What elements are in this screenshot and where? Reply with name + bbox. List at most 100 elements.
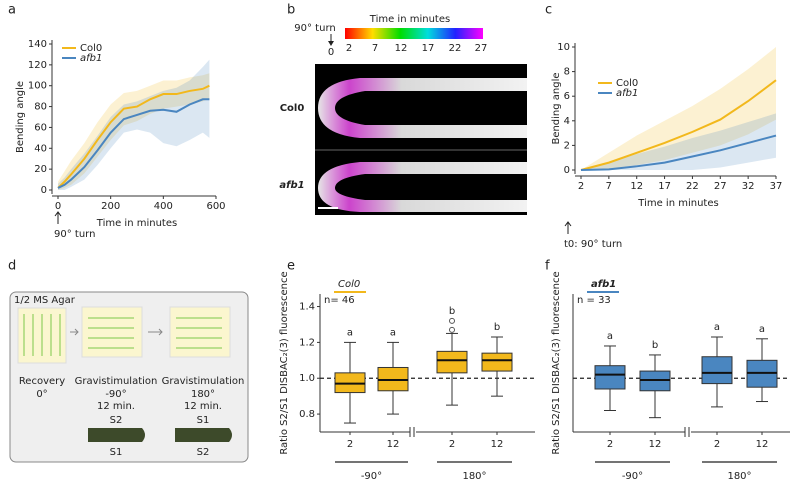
box [701,356,733,385]
x-tick-label: 2 [714,439,720,450]
plate [169,306,231,358]
arrow [70,328,163,336]
x-tick-label: 7 [606,181,612,192]
y-tick-label: 4 [564,116,570,127]
seedlings [23,314,61,356]
legend-label: afb1 [80,53,102,64]
group-label: -90° [622,471,643,482]
y-tick-label: 8 [564,67,570,78]
x-axis [320,427,535,437]
x-tick-label: 17 [658,181,671,192]
colorbar-title: Time in minutes [369,14,450,25]
root-shape [88,428,145,442]
colorbar-tick: 7 [372,43,378,54]
x-tick-label: 37 [770,181,783,192]
legend-label: Col0 [80,43,102,54]
box [481,352,513,372]
legend-label: Col0 [616,78,638,89]
group-label: -90° [361,471,382,482]
colorbar-tick: 17 [422,43,435,54]
group-label: 180° [462,471,486,482]
x-tick-label: 200 [101,201,120,212]
y-tick-label: 1.4 [299,302,315,313]
x-tick-label: 12 [756,439,769,450]
group-letter: a [759,324,765,335]
y-tick-label: 2 [564,140,570,151]
y-tick-label: 140 [28,39,47,50]
x-tick-label: 12 [387,439,400,450]
y-tick-label: 1.0 [299,373,315,384]
y-tick-label: 0 [41,185,47,196]
step-time: 12 min. [184,401,222,412]
line [580,134,777,171]
panel-label: b [287,3,295,18]
annotation: 90° turn [54,229,95,240]
band [58,59,210,191]
outlier [449,326,455,333]
x-tick-label: 2 [607,439,613,450]
x-tick-label: 2 [578,181,584,192]
panel-label: c [545,3,552,18]
y-axis-label: Ratio S2/S1 DISBAC₂(3) fluorescence [279,271,290,454]
line [57,84,210,189]
side-label: S2 [197,447,210,458]
y-tick-label: 6 [564,91,570,102]
x-tick-label: 0 [55,201,61,212]
plate [81,306,143,358]
box [594,365,626,390]
y-tick-label: 60 [34,122,47,133]
n-label: n = 33 [577,295,611,306]
group-letter: a [347,327,353,338]
group-letter: b [652,340,658,351]
x-tick-label: 22 [686,181,699,192]
x-axis-label: Time in minutes [637,198,718,209]
x-tick-label: 2 [449,439,455,450]
y-axis-label: Ratio S2/S1 DISBAC₂(3) fluorescence [551,271,562,454]
legend-label: afb1 [591,279,616,290]
turn-label: 90° turn [294,23,335,34]
colorbar [345,28,483,39]
x-tick-label: 12 [649,439,662,450]
step-angle: 0° [36,389,47,400]
y-axis-label: Bending angle [551,72,562,144]
y-tick-label: 20 [34,164,47,175]
x-tick-label: 32 [742,181,755,192]
step-angle: -90° [105,389,126,400]
panel-d: 1/2 MS Agar Recovery 0° Gravistimulation… [9,291,249,463]
x-axis-label: Time in minutes [96,218,177,229]
colorbar-tick: 2 [346,43,352,54]
x-tick-label: 600 [206,201,225,212]
root-shape [175,428,232,442]
line [57,98,210,189]
root-overlay [318,78,527,138]
legend-label: afb1 [616,88,638,99]
y-tick-label: 80 [34,102,47,113]
group-letter: a [390,327,396,338]
y-tick-label: 120 [28,60,47,71]
annotation-arrow [54,211,62,224]
zero-label: 0 [328,47,334,58]
step-angle: 180° [191,389,215,400]
legend-label: Col0 [338,279,360,290]
line [580,79,777,171]
colorbar-tick: 22 [449,43,462,54]
seedlings [88,317,134,349]
colorbar-tick: 27 [475,43,488,54]
y-tick-label: 1.2 [299,337,315,348]
n-label: n= 46 [324,295,355,306]
annotation-arrow [564,221,572,234]
y-tick-label: 100 [28,81,47,92]
y-axis-label: Bending angle [15,81,26,153]
arrow-head [328,41,334,46]
group-letter: b [449,306,455,317]
row-label: Col0 [280,103,305,114]
panel-b: Time in minutes 2 7 12 17 22 27 90° turn… [279,14,527,215]
panel-label: e [287,259,295,274]
y-tick-label: 10 [557,42,570,53]
x-tick-label: 12 [491,439,504,450]
step-time: 12 min. [97,401,135,412]
axis [51,40,216,197]
panel-label: f [545,259,550,274]
y-tick-label: 0.8 [299,409,315,420]
